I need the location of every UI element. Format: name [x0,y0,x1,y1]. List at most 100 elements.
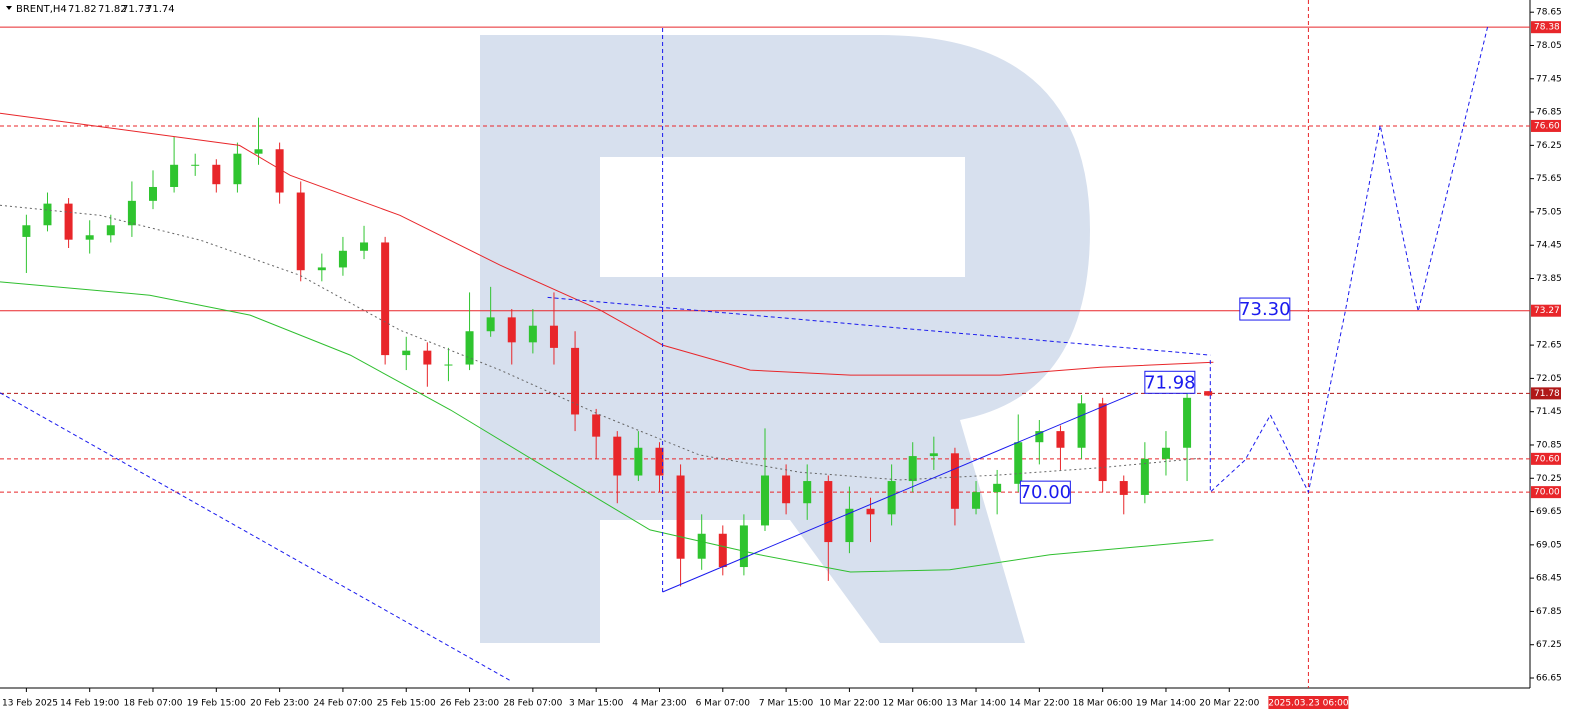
level-label: 71.78 [1534,389,1560,399]
candle-body [233,153,242,185]
y-tick-label: 73.85 [1536,274,1562,284]
candle-body [191,164,200,166]
y-tick-label: 72.05 [1536,374,1562,384]
candle-body [972,492,981,509]
candle-body [64,203,73,240]
y-tick-label: 76.25 [1536,141,1562,151]
candle-body [697,533,706,559]
candle-body [887,481,896,515]
candle-body [317,267,326,271]
x-tick-label: 28 Feb 07:00 [503,699,562,709]
y-tick-label: 77.45 [1536,74,1562,84]
level-label: 73.27 [1534,306,1560,316]
candle-body [803,481,812,504]
y-tick-label: 75.05 [1536,207,1562,217]
candle-body [465,331,474,365]
candle-body [655,447,664,476]
x-tick-label: 18 Mar 06:00 [1073,699,1133,709]
candle-body [929,453,938,457]
candle-body [486,317,495,332]
x-tick-label: 19 Mar 14:00 [1136,699,1196,709]
overlay-line [547,296,1211,356]
candle-body [782,475,791,504]
level-label: 70.60 [1534,454,1560,464]
candle-body [170,164,179,187]
annotation-label: 73.30 [1239,299,1291,320]
annotation-label: 70.00 [1020,482,1072,503]
candle-body [381,242,390,356]
candle-body [423,350,432,365]
x-tick-label: 7 Mar 15:00 [759,699,814,709]
candle-body [85,235,94,240]
level-label: 78.38 [1534,23,1560,33]
candle-body [718,533,727,568]
x-tick-label: 14 Mar 22:00 [1009,699,1069,709]
symbol: BRENT,H4 [16,4,67,15]
candle-body [549,325,558,348]
x-tick-label: 13 Mar 14:00 [946,699,1006,709]
candle-body [1014,442,1023,484]
candle-body [761,475,769,526]
watermark-logo [480,35,1090,643]
candle-body [127,200,136,226]
level-label-bg [1531,486,1561,499]
candle-body [43,203,52,226]
candle-body [149,186,157,201]
candle-body [592,414,601,437]
x-tick-label: 24 Feb 07:00 [313,699,372,709]
y-tick-label: 66.65 [1536,674,1562,684]
y-tick-label: 78.05 [1536,41,1562,51]
x-tick-label: 12 Mar 06:00 [883,699,943,709]
candle-body [1077,403,1086,448]
x-tick-label: 20 Feb 23:00 [250,699,309,709]
overlay-line [662,392,1136,593]
x-tick-label: 19 Feb 15:00 [187,699,246,709]
x-tick-label: 3 Mar 15:00 [569,699,624,709]
candle-body [613,436,622,476]
x-tick-label: 4 Mar 23:00 [632,699,687,709]
y-tick-label: 68.45 [1536,574,1562,584]
candle-body [845,508,854,543]
y-tick-label: 67.25 [1536,640,1562,650]
y-tick-label: 69.05 [1536,540,1562,550]
candle-body [866,508,875,515]
cursor-label-bg [1268,696,1349,709]
level-label-bg [1531,387,1561,400]
candle-body [528,325,537,343]
x-tick-label: 10 Mar 22:00 [819,699,879,709]
candle-body [1204,391,1213,396]
annotation-box [1019,480,1071,504]
candle-body [507,317,516,343]
candle-body [908,456,917,482]
level-label: 76.60 [1534,121,1560,131]
y-tick-label: 70.25 [1536,474,1562,484]
level-label-bg [1531,452,1561,465]
candle-body [338,250,347,268]
x-tick-label: 14 Feb 19:00 [60,699,119,709]
y-tick-label: 71.45 [1536,407,1562,417]
candle-body [402,350,411,356]
y-tick-label: 70.85 [1536,440,1562,450]
candle-body [1183,397,1192,448]
candle-body [275,149,284,193]
candle-body [22,225,31,237]
y-tick-label: 69.65 [1536,507,1562,517]
candle-body [993,483,1002,493]
y-tick-label: 75.65 [1536,174,1562,184]
y-tick-label: 67.85 [1536,607,1562,617]
quote-close: 71.74 [146,4,175,15]
x-tick-label: 25 Feb 15:00 [377,699,436,709]
candle-body [1098,403,1107,482]
y-tick-label: 78.65 [1536,8,1562,18]
level-label: 70.00 [1534,488,1560,498]
quote-open: 71.82 [68,4,97,15]
annotation-box [1144,370,1196,394]
level-label-bg [1531,304,1561,317]
y-tick-label: 72.65 [1536,341,1562,351]
candle-body [1035,431,1044,443]
level-label-bg [1531,119,1561,132]
x-tick-label: 18 Feb 07:00 [123,699,182,709]
price-axis-bg [1530,0,1596,716]
